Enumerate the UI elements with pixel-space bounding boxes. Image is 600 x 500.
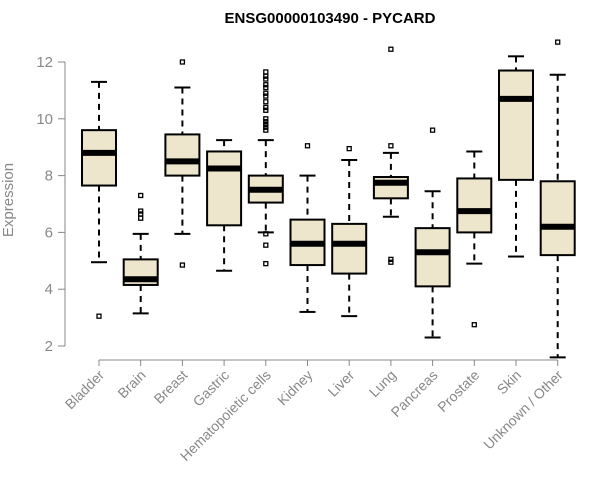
outlier-point (263, 104, 269, 111)
iqr-box (539, 180, 576, 257)
x-tick-label: Breast (151, 367, 191, 407)
boxes-group (81, 39, 576, 359)
outlier-point (304, 143, 311, 149)
outlier-point (471, 322, 477, 328)
box-4 (247, 69, 284, 267)
outlier-point (388, 143, 394, 149)
outlier-point (179, 262, 186, 268)
outlier-point (388, 259, 394, 265)
outlier-point (96, 313, 102, 319)
outlier-point (263, 118, 269, 125)
outlier-point (263, 116, 269, 122)
iqr-box (331, 222, 368, 275)
outlier-point (263, 127, 269, 133)
box-0 (81, 80, 117, 319)
box-9 (456, 150, 493, 328)
box-1 (122, 192, 159, 315)
outlier-point (263, 90, 269, 96)
iqr-box (164, 133, 201, 177)
box-3 (206, 139, 243, 272)
outlier-point (138, 192, 144, 199)
x-tick-label: Brain (114, 367, 148, 401)
x-tick-label: Lung (366, 367, 399, 400)
y-tick-label: 12 (36, 54, 53, 71)
outlier-point (263, 107, 269, 113)
outlier-point (263, 124, 269, 130)
outlier-point (138, 208, 144, 214)
box-5 (289, 143, 326, 313)
outlier-point (138, 211, 144, 217)
outlier-point (263, 93, 269, 99)
box-6 (331, 145, 368, 318)
box-2 (164, 59, 201, 268)
outlier-point (263, 73, 269, 79)
y-tick-label: 8 (45, 168, 53, 185)
outlier-point (263, 84, 269, 91)
iqr-box (498, 69, 534, 181)
outlier-point (263, 76, 269, 82)
outlier-point (263, 99, 269, 105)
x-tick-label: Liver (325, 367, 358, 400)
y-axis: 2 4 6 8 10 12 (36, 54, 66, 355)
outlier-point (263, 69, 269, 75)
outlier-point (346, 145, 352, 152)
outlier-point (388, 46, 394, 52)
outlier-point (263, 260, 269, 267)
outlier-point (263, 231, 269, 237)
iqr-box (456, 177, 493, 234)
y-tick-label: 4 (45, 281, 53, 298)
box-8 (414, 127, 451, 339)
iqr-box (414, 227, 451, 288)
iqr-box (206, 150, 243, 227)
x-tick-label: Unknown / Other (480, 367, 566, 453)
box-7 (372, 46, 409, 265)
outlier-point (429, 127, 436, 133)
y-tick-label: 10 (36, 111, 53, 128)
outlier-point (555, 39, 561, 45)
x-tick-label: Kidney (274, 367, 316, 409)
box-10 (498, 55, 534, 258)
outlier-point (263, 121, 269, 128)
x-tick-label: Bladder (62, 367, 108, 413)
chart-title: ENSG00000103490 - PYCARD (225, 10, 436, 27)
x-tick-label: Skin (494, 367, 525, 398)
outlier-point (138, 215, 144, 221)
iqr-box (81, 129, 117, 187)
outlier-point (179, 59, 186, 65)
y-tick-label: 6 (45, 224, 53, 241)
x-tick-label: Prostate (434, 367, 482, 415)
y-axis-label: Expression (0, 163, 17, 237)
outlier-point (388, 256, 394, 263)
box-11 (539, 39, 576, 359)
outlier-point (263, 82, 269, 88)
outlier-point (263, 242, 269, 248)
y-tick-label: 2 (45, 338, 53, 355)
